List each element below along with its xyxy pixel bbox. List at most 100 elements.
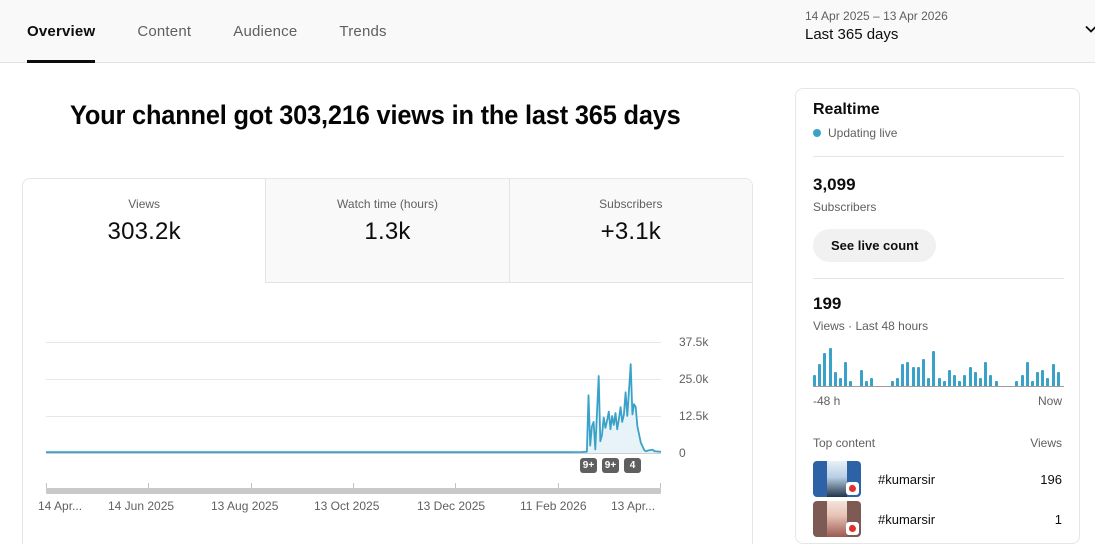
- analytics-tabs: Overview Content Audience Trends: [27, 0, 387, 63]
- hour-bar: [984, 361, 988, 386]
- top-content-views-label: Views: [1030, 436, 1062, 450]
- x-axis-tick: 11 Feb 2026: [520, 499, 587, 513]
- hour-bar: [1051, 364, 1055, 386]
- hour-bar: [838, 377, 842, 386]
- hour-bar: [1041, 369, 1045, 386]
- red-logo-icon: [848, 524, 857, 533]
- shorts-badge-icon: [846, 482, 859, 495]
- scrollbar-tick: [455, 483, 457, 488]
- hour-bar: [942, 380, 946, 386]
- views-48h-label: Views · Last 48 hours: [813, 319, 929, 333]
- hour-bar: [911, 367, 915, 386]
- scrollbar-tick: [557, 483, 559, 488]
- views-48h-bar-chart[interactable]: [813, 347, 1064, 387]
- metric-label: Watch time (hours): [337, 197, 438, 211]
- live-dot-icon: [813, 129, 821, 137]
- hour-bar: [896, 377, 899, 386]
- top-content-row[interactable]: #kumarsir 196: [813, 461, 1062, 497]
- content-marker-badge[interactable]: 9+: [602, 458, 619, 473]
- date-range-text: 14 Apr 2025 – 13 Apr 2026: [805, 9, 948, 23]
- gridline: [46, 342, 661, 343]
- content-marker-badge[interactable]: 9+: [580, 458, 597, 473]
- hour-bar: [921, 358, 925, 386]
- chevron-down-icon[interactable]: [1082, 20, 1095, 38]
- divider: [813, 278, 1064, 279]
- x-axis-tick: 14 Apr...: [38, 499, 83, 513]
- scrollbar-tick: [353, 483, 354, 488]
- hour-bar: [1030, 380, 1034, 386]
- hour-bar: [973, 372, 977, 386]
- metric-value: 303.2k: [107, 218, 181, 245]
- content-marker-badge[interactable]: 4: [624, 458, 641, 473]
- hour-bar: [958, 380, 962, 386]
- axis-start-label: -48 h: [813, 394, 841, 408]
- video-title[interactable]: #kumarsir: [878, 511, 936, 527]
- thumbnail-image: [827, 461, 847, 497]
- y-axis-tick: 0: [679, 446, 686, 460]
- realtime-card: Realtime Updating live 3,099 Subscribers…: [795, 88, 1080, 544]
- line-chart-plot[interactable]: [46, 324, 661, 455]
- tab-overview[interactable]: Overview: [27, 0, 96, 63]
- hour-bar: [916, 367, 920, 386]
- timeline-scrollbar[interactable]: [46, 483, 661, 494]
- x-axis-tick: 13 Apr...: [611, 499, 656, 513]
- scrollbar-tick: [148, 483, 150, 488]
- metric-value: +3.1k: [600, 218, 662, 245]
- views-48h-count: 199: [813, 294, 842, 313]
- date-range-picker[interactable]: 14 Apr 2025 – 13 Apr 2026 Last 365 days: [805, 8, 1095, 46]
- x-axis-tick: 13 Aug 2025: [211, 499, 279, 513]
- hour-bar: [1015, 380, 1019, 386]
- gridline: [46, 416, 661, 417]
- scrollbar-tick: [250, 483, 252, 488]
- hour-bar: [813, 375, 816, 386]
- hour-bar: [989, 375, 993, 386]
- hour-bar: [1020, 375, 1024, 386]
- metric-tab-views[interactable]: Views 303.2k: [23, 179, 266, 283]
- metric-tab-watch-time[interactable]: Watch time (hours) 1.3k: [265, 179, 509, 283]
- hour-bar: [927, 377, 931, 386]
- analytics-card: Views 303.2k Watch time (hours) 1.3k Sub…: [22, 178, 753, 544]
- see-live-count-button[interactable]: See live count: [813, 229, 937, 262]
- scrollbar-tick: [46, 483, 47, 488]
- y-axis-tick: 12.5k: [679, 409, 709, 423]
- axis-end-label: Now: [1037, 394, 1062, 408]
- hour-bar: [937, 377, 941, 386]
- hour-bar: [890, 380, 894, 386]
- x-axis-tick: 13 Dec 2025: [417, 499, 486, 513]
- y-axis-tick: 25.0k: [679, 372, 709, 386]
- thumbnail-image: [827, 501, 847, 537]
- y-axis-tick: 37.5k: [679, 335, 709, 349]
- video-title[interactable]: #kumarsir: [878, 471, 936, 487]
- hour-bar: [906, 361, 910, 386]
- scrollbar-tick: [660, 483, 661, 488]
- realtime-title: Realtime: [813, 101, 880, 118]
- hour-bar: [1025, 361, 1029, 386]
- gridline: [46, 379, 661, 380]
- realtime-status-label: Updating live: [828, 126, 898, 140]
- video-views: 1: [1054, 511, 1062, 527]
- date-range-label: Last 365 days: [805, 26, 899, 43]
- hour-bar: [833, 372, 837, 386]
- tab-trends[interactable]: Trends: [339, 23, 387, 40]
- page-title: Your channel got 303,216 views in the la…: [70, 100, 681, 130]
- tab-audience[interactable]: Audience: [233, 23, 298, 40]
- hour-bar: [1056, 372, 1060, 386]
- subscribers-label: Subscribers: [813, 200, 877, 214]
- hour-bar: [844, 361, 848, 386]
- metric-tab-strip: Views 303.2k Watch time (hours) 1.3k Sub…: [23, 179, 752, 283]
- hour-bar: [1036, 372, 1040, 386]
- tab-content[interactable]: Content: [137, 23, 192, 40]
- hour-bar: [823, 353, 827, 386]
- views-line-chart[interactable]: 37.5k 25.0k 12.5k 0 9+ 9+ 4 14 Apr... 14…: [23, 283, 752, 544]
- metric-label: Views: [128, 197, 161, 211]
- red-logo-icon: [848, 484, 857, 493]
- top-content-row[interactable]: #kumarsir 1: [813, 501, 1062, 537]
- metric-tab-subscribers[interactable]: Subscribers +3.1k: [508, 179, 752, 283]
- video-thumbnail[interactable]: [813, 501, 861, 537]
- hour-bar: [947, 369, 951, 386]
- video-thumbnail[interactable]: [813, 461, 861, 497]
- metric-label: Subscribers: [599, 197, 663, 211]
- hour-bar: [979, 377, 982, 386]
- hour-bar: [870, 377, 874, 386]
